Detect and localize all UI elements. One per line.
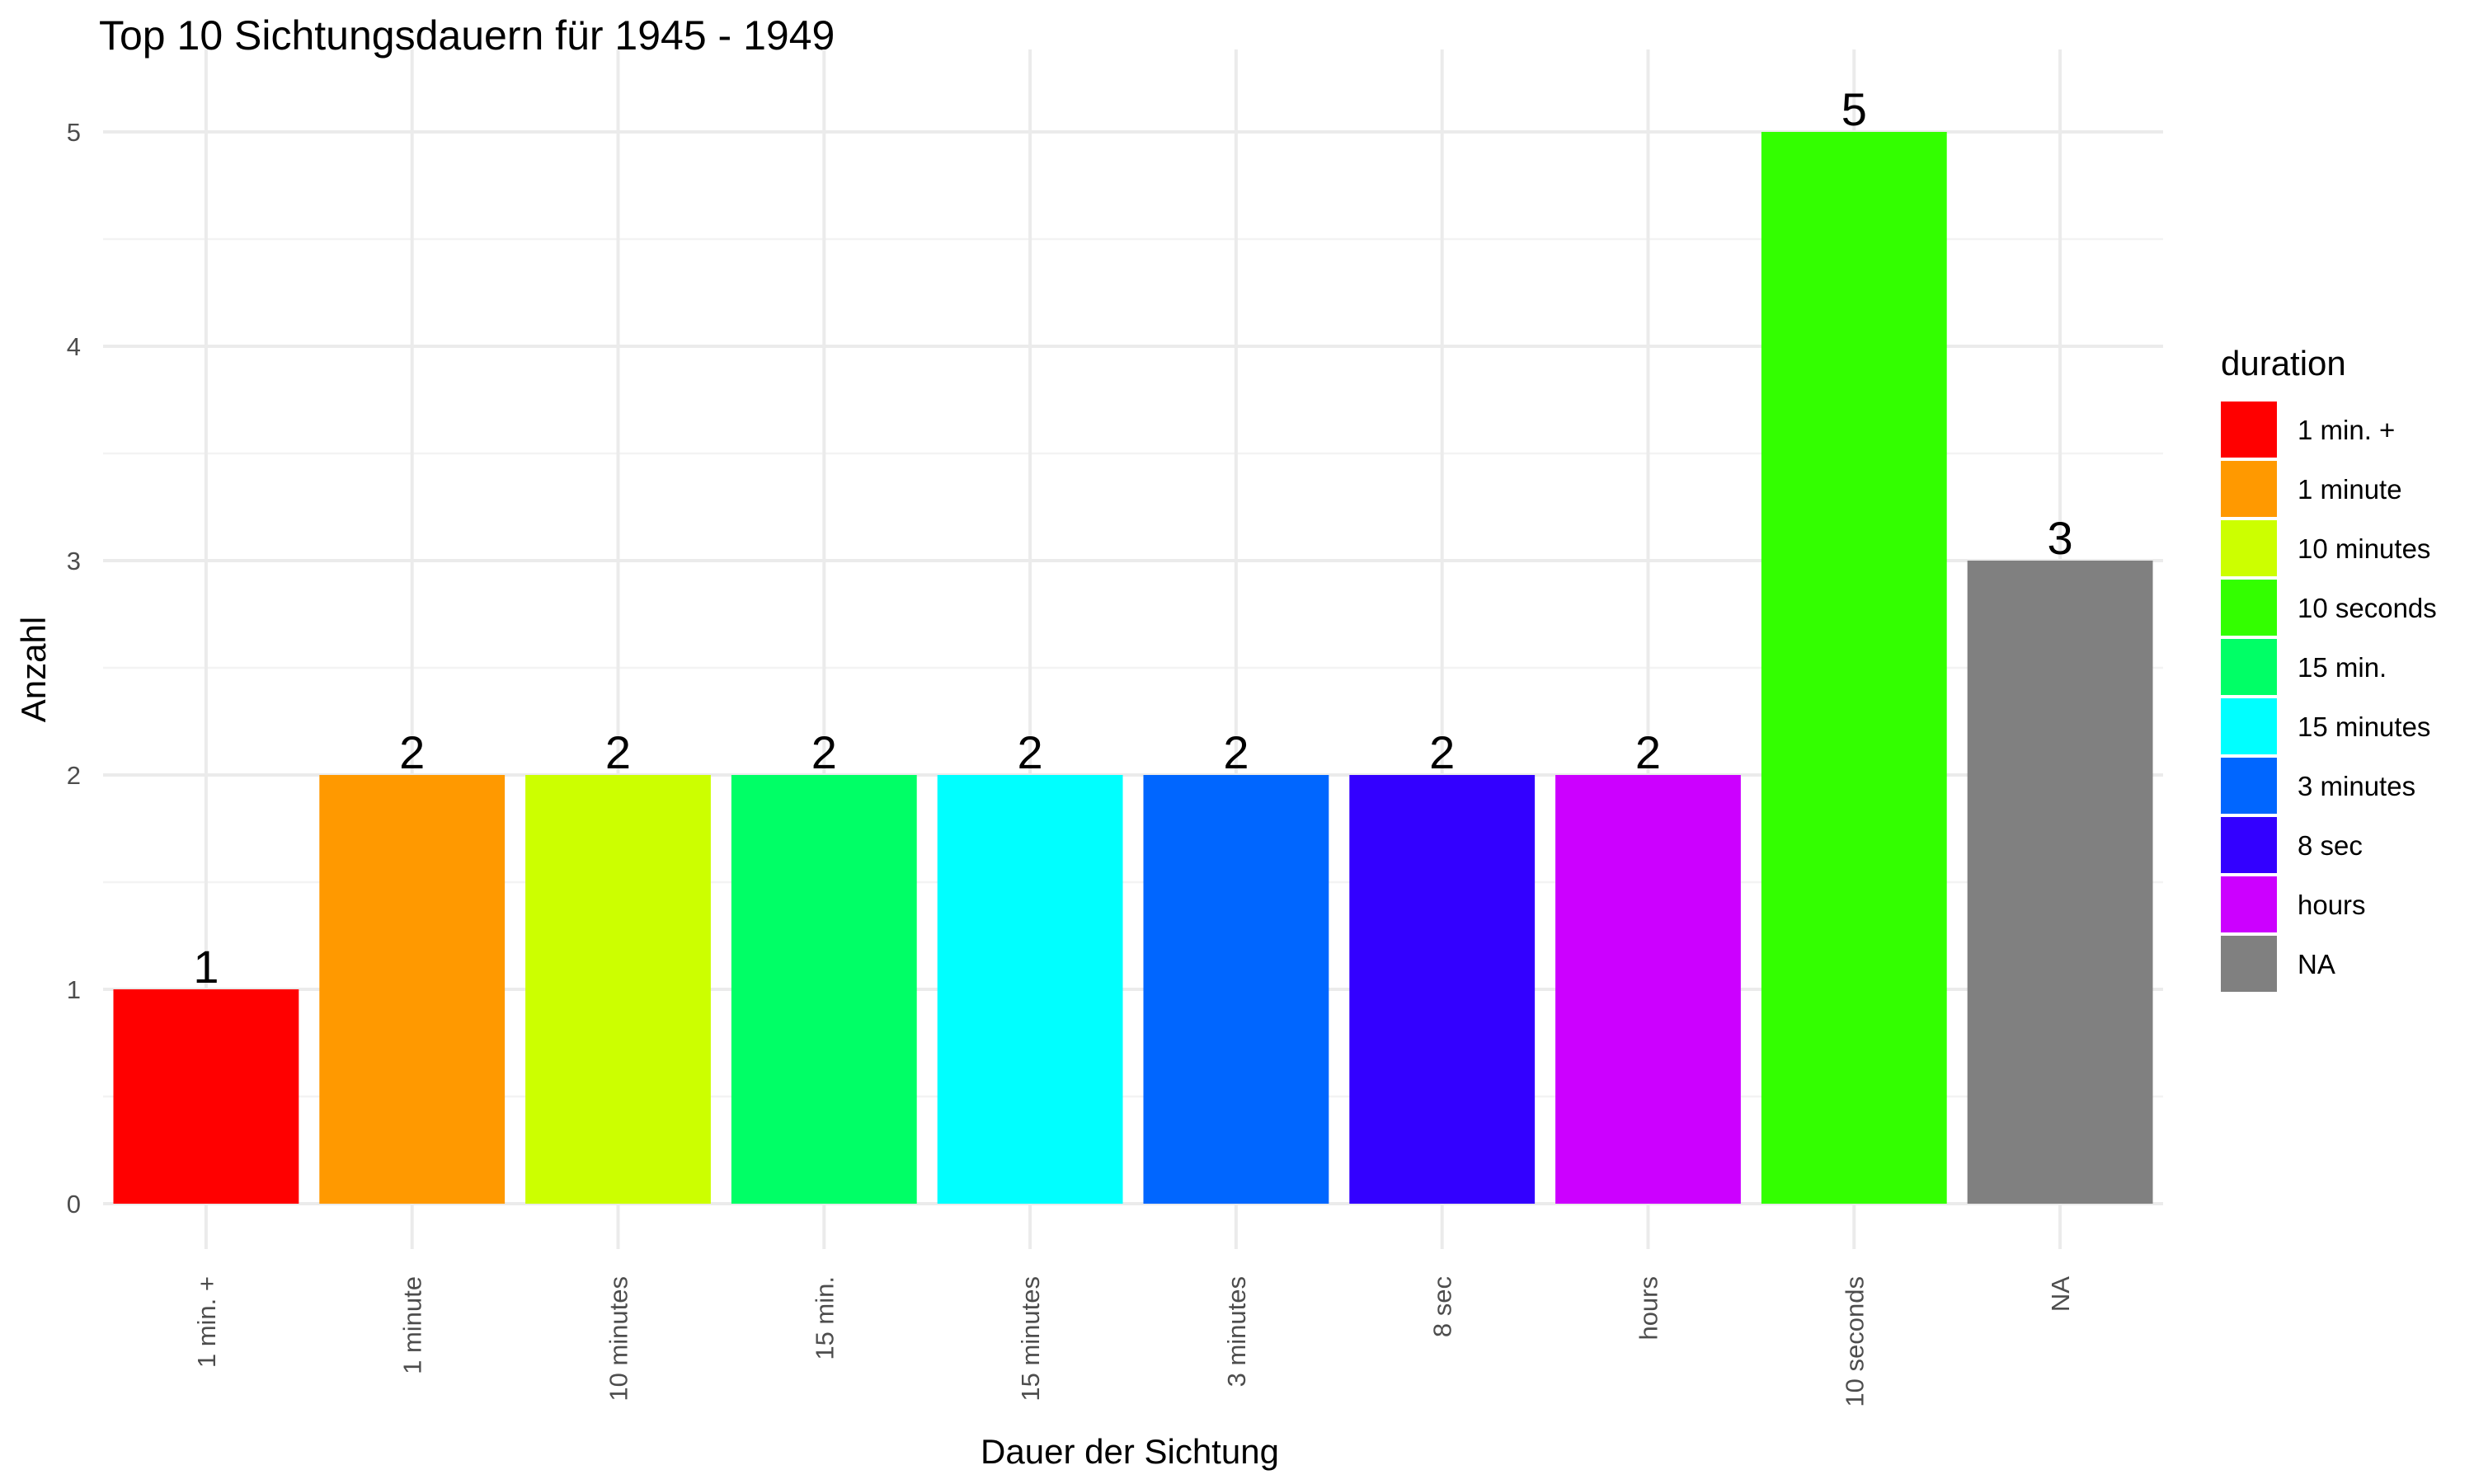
y-axis-ticks: 0 1 2 3 4 5: [67, 118, 81, 1219]
legend-key: [2221, 461, 2277, 517]
x-tick-label: 3 minutes: [1222, 1276, 1251, 1387]
bar: [1555, 775, 1741, 1204]
bar: [319, 775, 506, 1204]
legend-label: 10 seconds: [2298, 593, 2437, 623]
y-tick-label: 1: [67, 975, 81, 1004]
legend-label: 1 min. +: [2298, 415, 2395, 445]
y-tick-label: 2: [67, 761, 81, 790]
legend-label: 3 minutes: [2298, 771, 2415, 801]
bar: [1349, 775, 1536, 1204]
legend-key: [2221, 876, 2277, 932]
legend-label: 15 min.: [2298, 652, 2387, 683]
legend-items: 1 min. + 1 minute 10 minutes 10 seconds 15 m…: [2221, 402, 2437, 992]
y-axis-title: Anzahl: [14, 617, 53, 722]
bar: [1761, 132, 1947, 1204]
legend-label: 8 sec: [2298, 830, 2363, 861]
x-tick-label: 10 seconds: [1840, 1276, 1869, 1407]
legend: duration 1 min. + 1 minute 10 minutes 10 se…: [2221, 344, 2437, 992]
legend-label: hours: [2298, 890, 2366, 920]
bar: [1967, 561, 2153, 1204]
x-tick-label: hours: [1634, 1276, 1663, 1341]
bar-value-label: 3: [2048, 512, 2073, 564]
x-tick-label: 8 sec: [1428, 1276, 1457, 1337]
legend-key: [2221, 758, 2277, 814]
x-tick-label: 15 min.: [810, 1276, 839, 1360]
x-tick-label: NA: [2046, 1276, 2075, 1312]
bar: [937, 775, 1123, 1204]
x-tick-label: 1 minute: [398, 1276, 427, 1374]
bar: [113, 989, 299, 1204]
bar-value-label: 2: [399, 726, 425, 778]
legend-key: [2221, 936, 2277, 992]
legend-key: [2221, 639, 2277, 695]
legend-key: [2221, 402, 2277, 458]
bar-value-label: 2: [1429, 726, 1455, 778]
legend-title: duration: [2221, 344, 2346, 383]
x-tick-label: 10 minutes: [604, 1276, 633, 1402]
bar-value-label: 2: [1223, 726, 1249, 778]
bar-value-label: 2: [605, 726, 631, 778]
y-tick-label: 4: [67, 332, 81, 361]
y-tick-label: 0: [67, 1190, 81, 1219]
x-tick-label: 1 min. +: [192, 1276, 221, 1368]
bar-value-labels: 1 2 2 2 2 2 2 2 5 3: [193, 83, 2072, 993]
legend-key: [2221, 580, 2277, 636]
y-tick-label: 5: [67, 118, 81, 147]
bar-value-label: 2: [811, 726, 837, 778]
chart-title: Top 10 Sichtungsdauern für 1945 - 1949: [99, 12, 835, 59]
y-tick-label: 3: [67, 547, 81, 575]
x-axis-ticks: 1 min. + 1 minute 10 minutes 15 min. 15 minu…: [192, 1276, 2075, 1407]
x-tick-label: 15 minutes: [1016, 1276, 1045, 1402]
legend-label: 15 minutes: [2298, 711, 2430, 742]
bar: [731, 775, 917, 1204]
legend-key: [2221, 698, 2277, 754]
x-axis-title: Dauer der Sichtung: [981, 1432, 1279, 1471]
legend-key: [2221, 817, 2277, 873]
legend-key: [2221, 520, 2277, 576]
bars: [113, 132, 2153, 1204]
bar-value-label: 2: [1018, 726, 1043, 778]
bar: [1143, 775, 1329, 1204]
bar-value-label: 1: [193, 941, 219, 993]
legend-label: 1 minute: [2298, 474, 2402, 505]
bar: [525, 775, 711, 1204]
bar-value-label: 5: [1841, 83, 1867, 135]
legend-label: NA: [2298, 949, 2335, 979]
legend-label: 10 minutes: [2298, 533, 2430, 564]
bar-value-label: 2: [1635, 726, 1661, 778]
